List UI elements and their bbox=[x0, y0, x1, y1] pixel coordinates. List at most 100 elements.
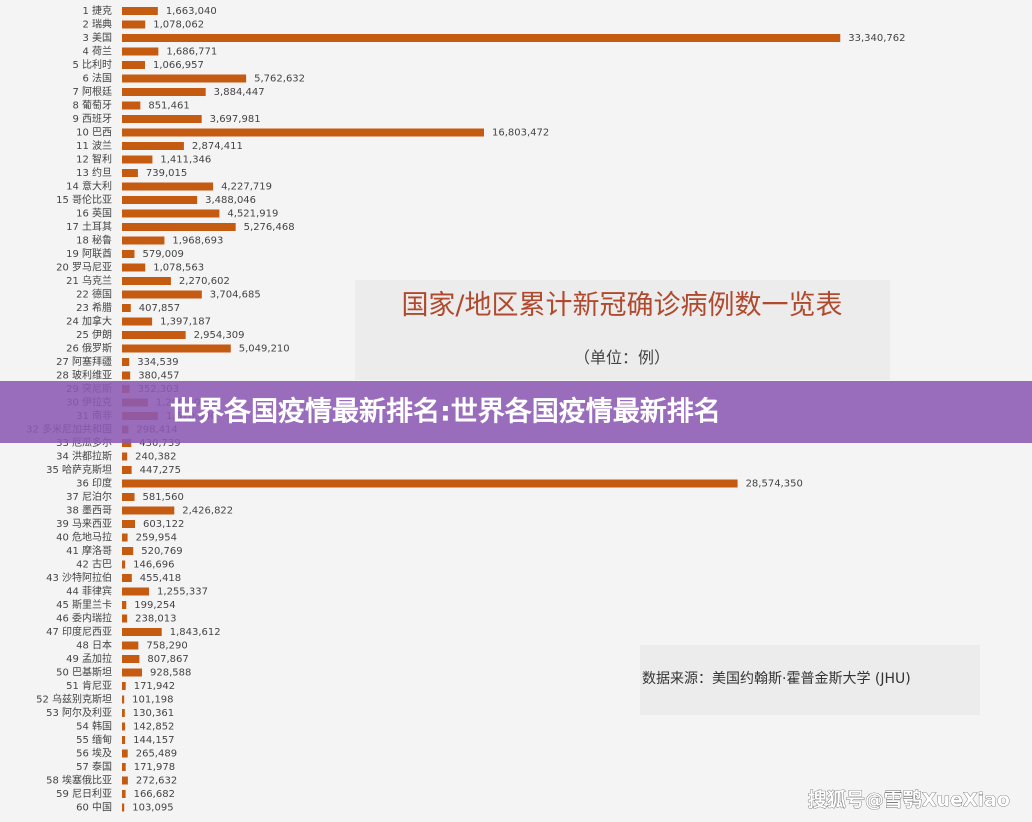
category-label: 46 委内瑞拉 bbox=[56, 612, 112, 625]
value-label: 199,254 bbox=[134, 600, 175, 611]
category-label: 10 巴西 bbox=[76, 127, 112, 139]
category-label: 16 英国 bbox=[76, 207, 112, 220]
category-label: 44 菲律宾 bbox=[66, 585, 112, 598]
category-label: 11 波兰 bbox=[76, 139, 112, 152]
value-label: 3,884,447 bbox=[214, 87, 265, 98]
value-label: 2,954,309 bbox=[194, 330, 245, 341]
value-label: 3,697,981 bbox=[210, 114, 261, 125]
value-label: 1,968,693 bbox=[172, 236, 223, 247]
bar bbox=[122, 736, 126, 744]
category-label: 45 斯里兰卡 bbox=[56, 598, 112, 611]
banner-text: 世界各国疫情最新排名:世界各国疫情最新排名 bbox=[170, 396, 721, 428]
bar bbox=[122, 196, 198, 204]
bar bbox=[122, 452, 128, 461]
value-label: 166,682 bbox=[134, 789, 175, 800]
value-label: 758,290 bbox=[146, 641, 187, 652]
bar bbox=[122, 722, 126, 731]
source-box bbox=[640, 645, 980, 715]
category-label: 6 法国 bbox=[82, 72, 112, 85]
category-label: 54 韩国 bbox=[76, 720, 112, 733]
bar bbox=[122, 236, 165, 245]
category-label: 55 缅甸 bbox=[76, 733, 112, 746]
value-label: 1,255,337 bbox=[157, 587, 208, 598]
bar bbox=[122, 628, 162, 636]
bar bbox=[122, 115, 202, 123]
bars: 1 捷克 1,663,040 2 瑞典 1,078,062 3 美国 33,340,762… bbox=[26, 4, 905, 814]
bar bbox=[122, 223, 236, 231]
bar bbox=[122, 371, 131, 380]
category-label: 26 俄罗斯 bbox=[66, 342, 112, 355]
bar bbox=[122, 574, 132, 582]
category-label: 48 日本 bbox=[76, 639, 112, 652]
value-label: 2,874,411 bbox=[192, 141, 243, 152]
value-label: 1,078,062 bbox=[153, 20, 204, 31]
category-label: 59 尼日利亚 bbox=[56, 788, 112, 800]
bar bbox=[122, 506, 175, 515]
bar bbox=[122, 7, 158, 15]
value-label: 240,382 bbox=[135, 452, 176, 463]
bar bbox=[122, 331, 186, 339]
category-label: 41 摩洛哥 bbox=[66, 544, 112, 557]
bar bbox=[122, 749, 128, 758]
category-label: 51 肯尼亚 bbox=[66, 679, 112, 692]
value-label: 33,340,762 bbox=[848, 33, 905, 44]
bar bbox=[122, 61, 145, 69]
category-label: 60 中国 bbox=[76, 801, 112, 814]
bar bbox=[122, 466, 132, 474]
bar bbox=[122, 479, 738, 488]
value-label: 1,686,771 bbox=[166, 47, 217, 58]
value-label: 928,588 bbox=[150, 668, 191, 679]
bar bbox=[122, 344, 231, 353]
value-label: 579,009 bbox=[142, 249, 183, 260]
category-label: 27 阿塞拜疆 bbox=[56, 355, 112, 368]
category-label: 57 泰国 bbox=[76, 760, 112, 773]
category-label: 1 捷克 bbox=[82, 4, 112, 17]
value-label: 1,397,187 bbox=[160, 317, 211, 328]
category-label: 14 意大利 bbox=[66, 180, 112, 193]
bar bbox=[122, 709, 125, 717]
value-label: 447,275 bbox=[140, 465, 181, 476]
bar bbox=[122, 47, 159, 56]
bar bbox=[122, 290, 202, 299]
value-label: 520,769 bbox=[141, 546, 182, 557]
category-label: 2 瑞典 bbox=[82, 18, 112, 31]
value-label: 2,426,822 bbox=[182, 506, 233, 517]
value-label: 144,157 bbox=[133, 735, 174, 746]
value-label: 238,013 bbox=[135, 614, 176, 625]
value-label: 581,560 bbox=[143, 492, 184, 503]
value-label: 171,942 bbox=[134, 681, 175, 692]
category-label: 47 印度尼西亚 bbox=[46, 625, 112, 638]
value-label: 4,521,919 bbox=[227, 209, 278, 220]
category-label: 36 印度 bbox=[76, 477, 112, 490]
category-label: 21 乌克兰 bbox=[66, 274, 112, 287]
bar bbox=[122, 250, 135, 258]
chart-subtitle: （单位：例） bbox=[574, 348, 670, 367]
category-label: 50 巴基斯坦 bbox=[56, 666, 112, 679]
category-label: 18 秘鲁 bbox=[76, 234, 112, 247]
category-label: 17 土耳其 bbox=[66, 220, 112, 233]
bar bbox=[122, 304, 131, 312]
bar bbox=[122, 493, 135, 501]
category-label: 24 加拿大 bbox=[66, 315, 112, 328]
value-label: 142,852 bbox=[133, 722, 174, 733]
banner bbox=[0, 381, 1032, 443]
bar bbox=[122, 74, 247, 83]
bar bbox=[122, 101, 141, 110]
bar bbox=[122, 803, 125, 812]
category-label: 38 墨西哥 bbox=[66, 505, 112, 517]
value-label: 272,632 bbox=[136, 776, 177, 787]
bar bbox=[122, 668, 143, 677]
bar bbox=[122, 614, 128, 623]
bar bbox=[122, 142, 184, 150]
category-label: 43 沙特阿拉伯 bbox=[46, 571, 112, 584]
value-label: 16,803,472 bbox=[492, 128, 549, 139]
category-label: 15 哥伦比亚 bbox=[56, 193, 112, 206]
value-label: 4,227,719 bbox=[221, 182, 272, 193]
value-label: 3,488,046 bbox=[205, 195, 256, 206]
category-label: 34 洪都拉斯 bbox=[56, 450, 112, 463]
bar bbox=[122, 317, 153, 326]
bar bbox=[122, 682, 126, 690]
value-label: 603,122 bbox=[143, 519, 184, 530]
bar bbox=[122, 641, 139, 650]
